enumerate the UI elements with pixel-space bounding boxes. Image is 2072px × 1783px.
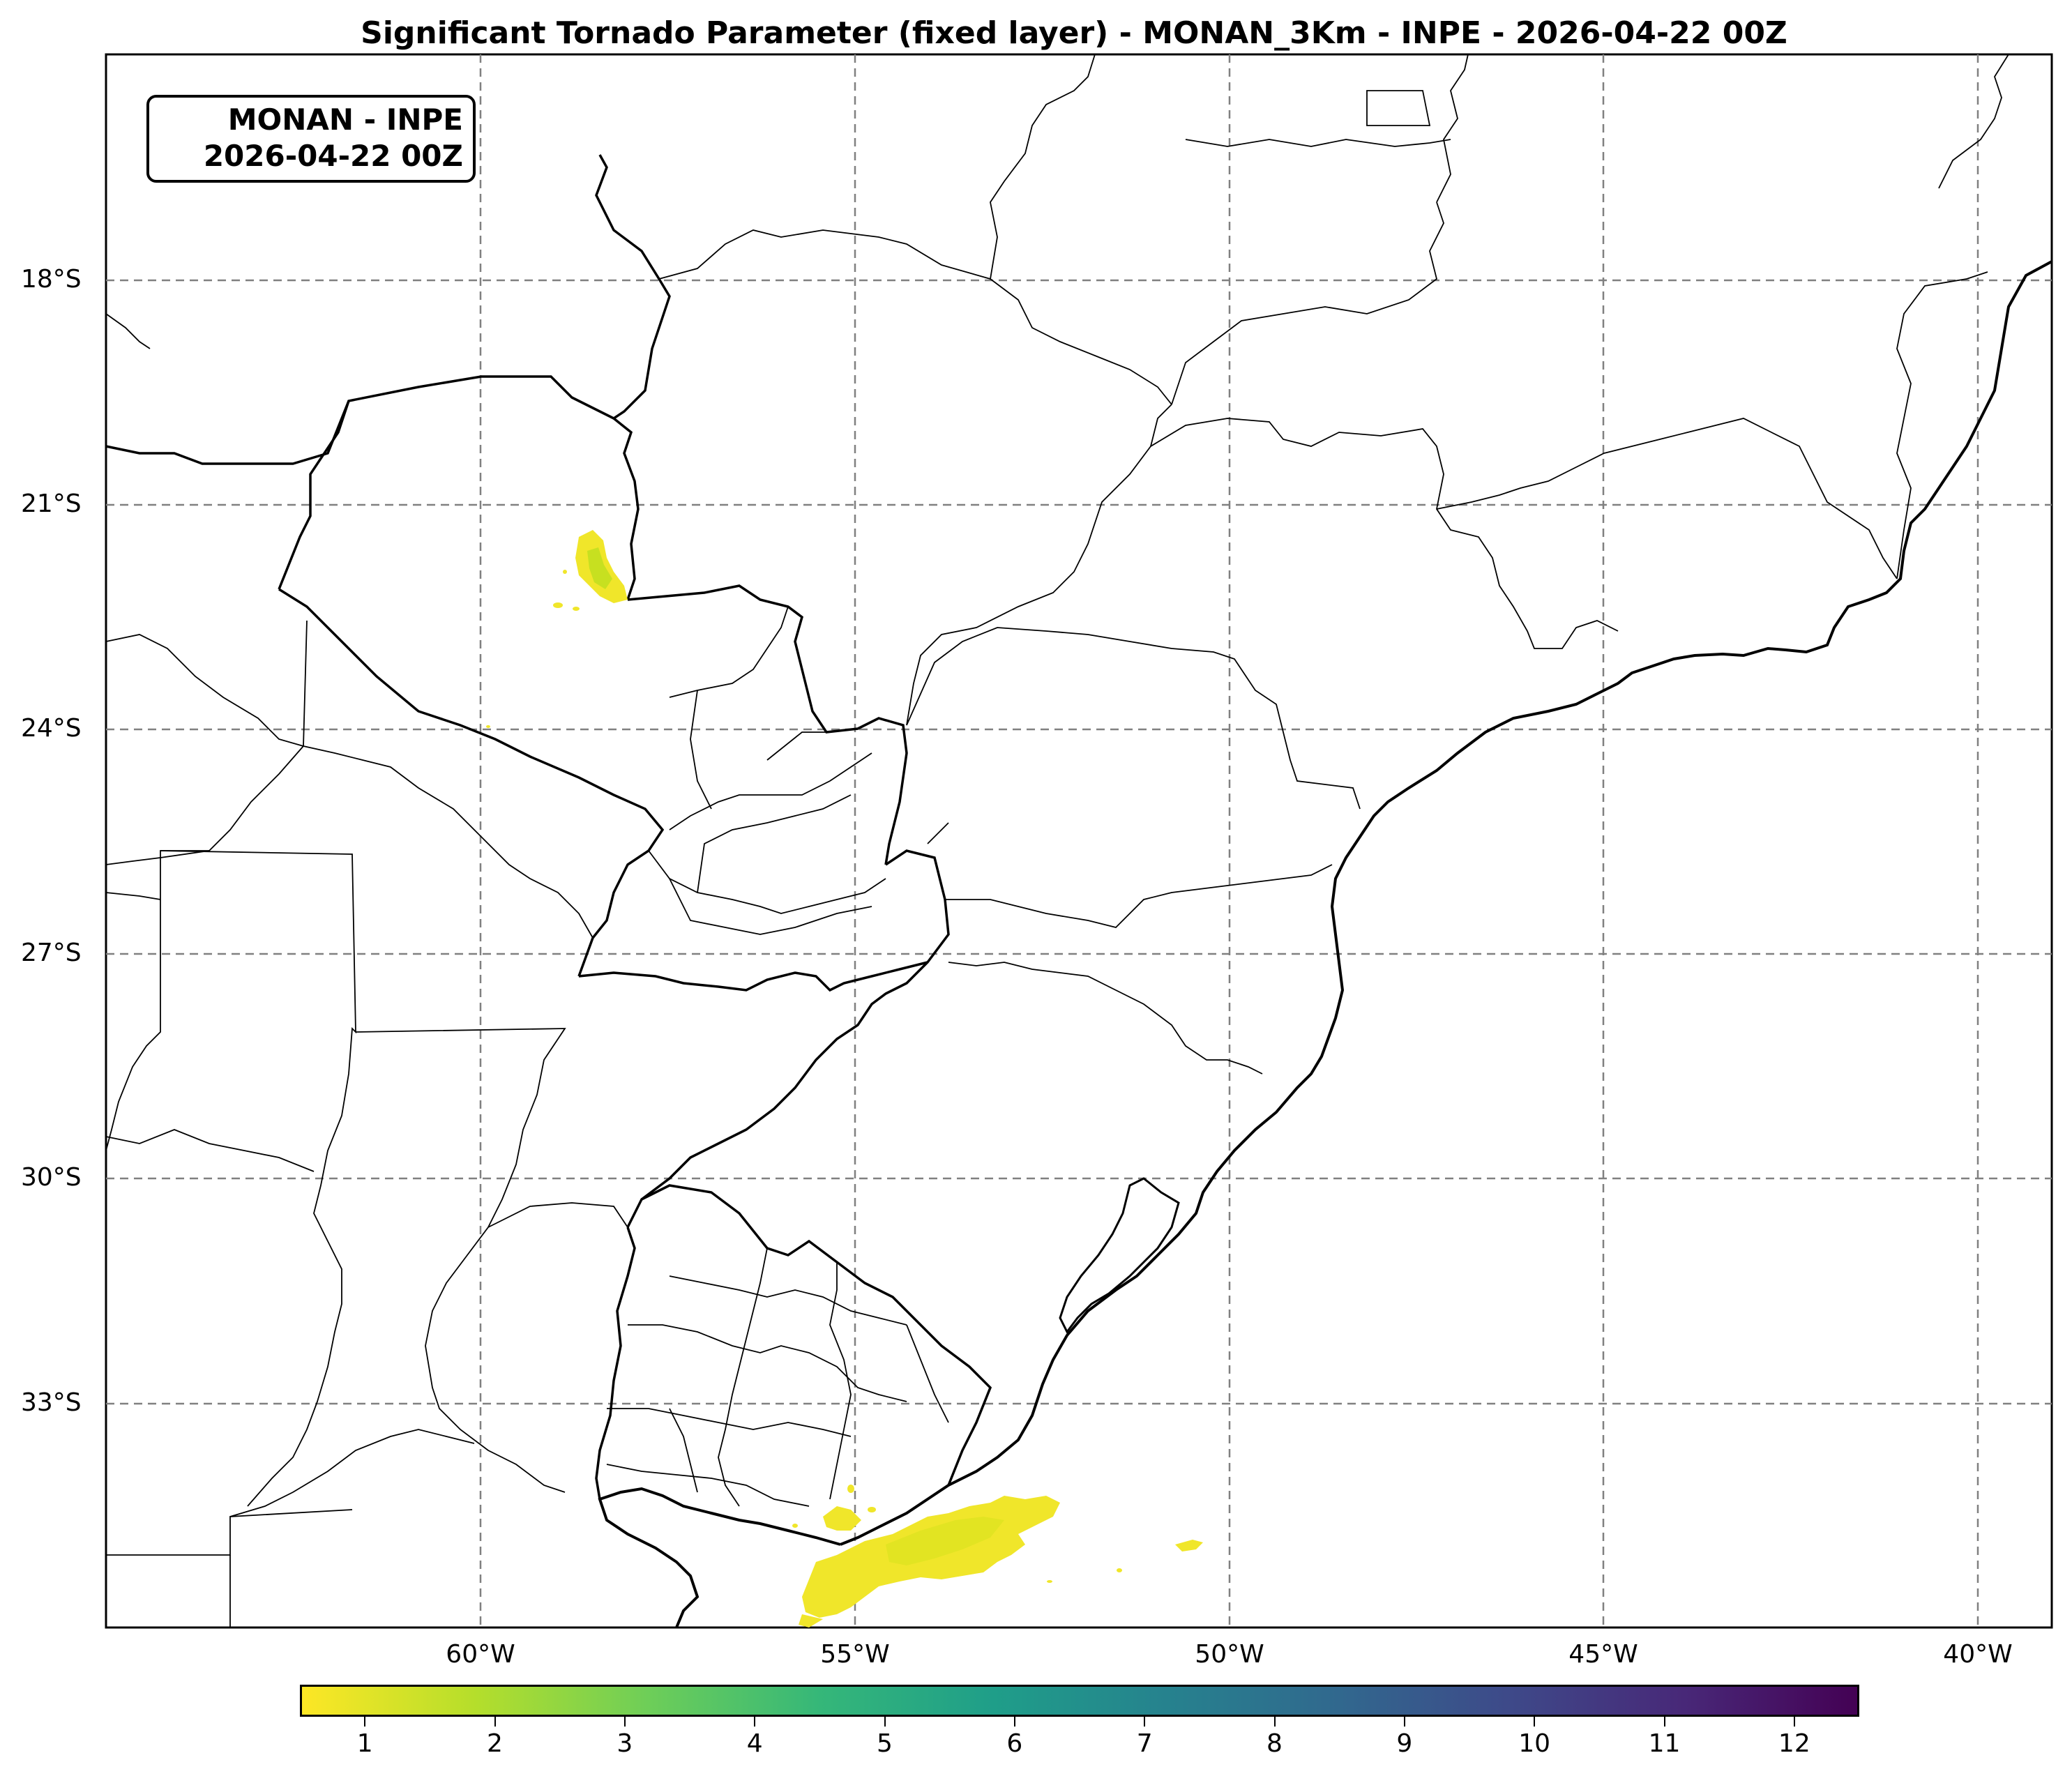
colorbar-tick-label: 5 (877, 1729, 893, 1758)
colorbar-tick-label: 1 (356, 1729, 373, 1758)
stp-speck-2 (573, 607, 580, 611)
colorbar-tick-label: 3 (617, 1729, 633, 1758)
colorbar-tick-mark (754, 1717, 756, 1727)
lat-label-21s: 21°S (21, 490, 82, 518)
lat-label-33s: 33°S (21, 1388, 82, 1417)
map-title: Significant Tornado Parameter (fixed lay… (361, 15, 1787, 51)
border-uruguay-brazil (641, 1184, 992, 1486)
rio-de-la-plata-coast (598, 1487, 841, 1628)
model-info-box: MONAN - INPE 2026-04-22 00Z (146, 95, 476, 183)
stp-speck-7 (792, 1524, 798, 1528)
colorbar-tick-mark (1273, 1717, 1276, 1727)
colorbar-tick-label: 10 (1518, 1729, 1551, 1758)
atlantic-coastline (840, 260, 2052, 1546)
colorbar-tick-label: 4 (746, 1729, 763, 1758)
stp-area-ocean-east (1175, 1540, 1203, 1551)
info-box-model: MONAN - INPE (227, 103, 463, 137)
stp-speck-4 (486, 725, 490, 728)
border-bolivia-north (105, 400, 350, 465)
stp-speck-3 (563, 570, 567, 574)
stp-core-uruguay-coast (886, 1517, 1004, 1565)
lat-label-30s: 30°S (21, 1163, 82, 1192)
colorbar-tick-mark (884, 1717, 886, 1727)
colorbar-tick-mark (1793, 1717, 1795, 1727)
border-argentina-brazil (626, 849, 950, 1228)
stp-area-uruguay-inland (823, 1506, 861, 1531)
colorbar-tick-label: 8 (1266, 1729, 1283, 1758)
border-brazil-paraguay (627, 584, 908, 865)
border-argentina-misiones (578, 961, 928, 992)
lon-label-55w: 55°W (820, 1640, 890, 1669)
state-borders (105, 54, 2009, 1628)
colorbar-tick-mark (494, 1717, 496, 1727)
lat-label-18s: 18°S (21, 265, 82, 294)
colorbar-tick-label: 6 (1006, 1729, 1023, 1758)
colorbar (300, 1685, 1859, 1717)
colorbar-tick-label: 7 (1136, 1729, 1153, 1758)
colorbar-tick-label: 9 (1396, 1729, 1413, 1758)
stp-speck-9 (1047, 1580, 1052, 1583)
stp-speck-8 (868, 1507, 876, 1512)
lon-label-60w: 60°W (446, 1640, 515, 1669)
border-paraguay-argentina (278, 588, 665, 977)
colorbar-tick-label: 2 (487, 1729, 503, 1758)
info-box-date: 2026-04-22 00Z (203, 139, 463, 173)
border-uruguay-argentina (595, 1227, 636, 1500)
lon-label-45w: 45°W (1568, 1640, 1638, 1669)
colorbar-tick-mark (364, 1717, 366, 1727)
colorbar-tick-label: 12 (1778, 1729, 1810, 1758)
lat-label-27s: 27°S (21, 939, 82, 967)
colorbar-tick-mark (1534, 1717, 1536, 1727)
colorbar-tick-mark (1013, 1717, 1015, 1727)
stp-core-paraguay-north (587, 547, 612, 589)
graticule (106, 54, 2052, 1628)
lagoa-dos-patos (1059, 1177, 1180, 1334)
colorbar-tick-mark (623, 1717, 626, 1727)
lon-label-40w: 40°W (1943, 1640, 2013, 1669)
stp-speck-5 (1117, 1568, 1122, 1572)
lon-label-50w: 50°W (1195, 1640, 1264, 1669)
colorbar-tick-label: 11 (1648, 1729, 1681, 1758)
border-bolivia-brazil (595, 154, 671, 600)
national-borders (105, 154, 992, 1500)
colorbar-tick-mark (1663, 1717, 1665, 1727)
colorbar-tick-mark (1403, 1717, 1405, 1727)
stp-shading (486, 530, 1203, 1628)
plot-frame (105, 53, 2053, 1629)
stp-speck-1 (553, 602, 563, 608)
stp-speck-6 (847, 1485, 854, 1493)
lat-label-24s: 24°S (21, 714, 82, 743)
stp-area-southern-tail (799, 1614, 823, 1628)
colorbar-tick-mark (1144, 1717, 1146, 1727)
